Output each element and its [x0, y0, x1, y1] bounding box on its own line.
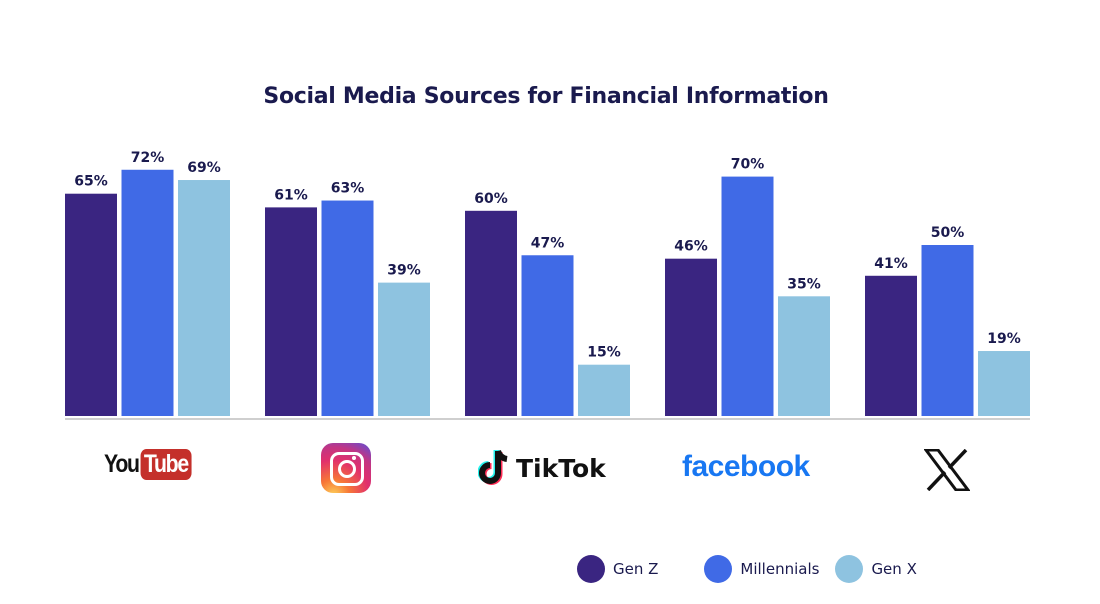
- data-label: 61%: [274, 187, 308, 203]
- bar-x-gen-z: [865, 275, 917, 416]
- bar-tiktok-gen-x: [578, 364, 630, 416]
- legend: Gen Z Millennials Gen X: [577, 555, 933, 583]
- data-label: 69%: [187, 160, 221, 176]
- instagram-logo: [321, 443, 371, 493]
- bar-facebook-gen-x: [778, 296, 830, 416]
- facebook-logo: facebook: [682, 450, 810, 483]
- data-label: 72%: [131, 150, 165, 166]
- data-label: 15%: [587, 345, 621, 361]
- bar-x-gen-x: [978, 351, 1030, 416]
- legend-item-millennials: Millennials: [704, 555, 819, 583]
- data-label: 41%: [874, 256, 908, 272]
- x-logo: [923, 448, 971, 495]
- x-icon: [923, 448, 971, 492]
- legend-label: Gen X: [871, 560, 917, 578]
- bar-instagram-gen-z: [265, 207, 317, 416]
- youtube-you-text: You: [104, 450, 140, 478]
- legend-swatch: [704, 555, 733, 583]
- legend-swatch: [835, 555, 864, 583]
- youtube-logo: You Tube: [104, 449, 192, 480]
- bar-facebook-gen-z: [665, 258, 717, 416]
- data-label: 63%: [331, 181, 365, 197]
- bar-x-millennials: [921, 245, 974, 416]
- bar-youtube-millennials: [121, 169, 174, 416]
- bar-facebook-millennials: [721, 176, 774, 416]
- data-label: 50%: [931, 225, 965, 241]
- data-label: 19%: [987, 331, 1021, 347]
- data-label: 35%: [787, 276, 821, 292]
- legend-swatch: [577, 555, 605, 583]
- tiktok-text: TikTok: [516, 453, 606, 483]
- data-label: 47%: [531, 235, 565, 251]
- data-label: 65%: [74, 174, 108, 190]
- youtube-tube-text: Tube: [140, 449, 192, 480]
- chart-title: Social Media Sources for Financial Infor…: [263, 84, 829, 109]
- data-label: 39%: [387, 263, 421, 279]
- legend-label: Millennials: [740, 560, 820, 578]
- tiktok-note-icon: [478, 450, 508, 485]
- data-label: 70%: [731, 157, 765, 173]
- legend-item-gen-x: Gen X: [835, 555, 917, 583]
- data-label: 46%: [674, 239, 708, 255]
- bar-youtube-gen-x: [178, 180, 230, 416]
- bar-tiktok-millennials: [521, 255, 574, 416]
- bar-tiktok-gen-z: [465, 210, 517, 416]
- tiktok-logo: TikTok: [478, 448, 606, 488]
- bar-instagram-gen-x: [378, 282, 430, 416]
- bar-youtube-gen-z: [65, 193, 117, 416]
- bar-instagram-millennials: [321, 200, 374, 416]
- legend-label: Gen Z: [613, 560, 659, 578]
- instagram-camera-icon: [330, 452, 364, 486]
- data-label: 60%: [474, 191, 508, 207]
- legend-item-gen-z: Gen Z: [577, 555, 658, 583]
